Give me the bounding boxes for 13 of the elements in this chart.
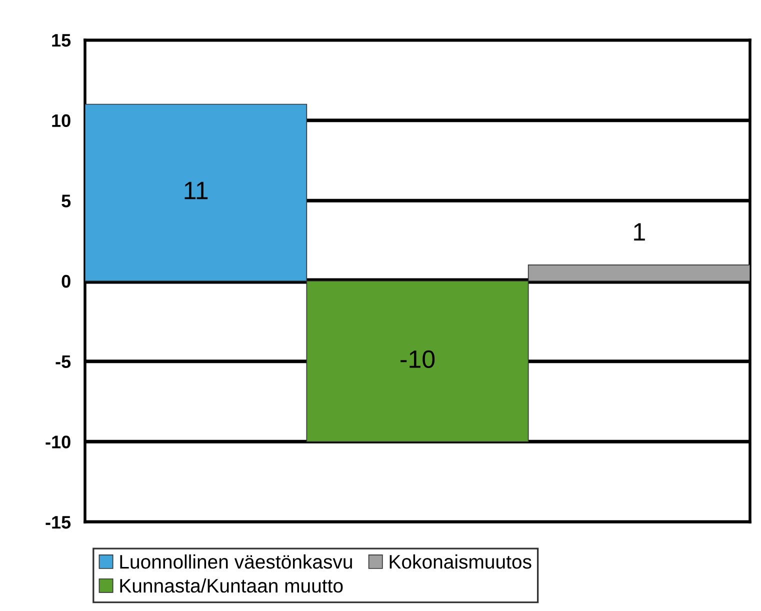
legend-label: Kunnasta/Kuntaan muutto bbox=[120, 578, 343, 593]
data-label: 1 bbox=[634, 223, 645, 240]
y-tick-label: 15 bbox=[52, 34, 71, 47]
y-tick-label: 0 bbox=[62, 274, 70, 288]
y-tick-label: 10 bbox=[52, 114, 70, 128]
data-label: 11 bbox=[184, 182, 208, 200]
y-tick-label: -15 bbox=[46, 516, 71, 529]
legend-label: Luonnollinen väestönkasvu bbox=[120, 554, 352, 569]
legend-label: Kokonaismuutos bbox=[390, 554, 532, 569]
data-label: -10 bbox=[400, 350, 435, 368]
y-tick-label: -10 bbox=[46, 436, 70, 448]
y-tick-label: -5 bbox=[56, 355, 71, 368]
y-tick-label: 5 bbox=[62, 194, 71, 208]
